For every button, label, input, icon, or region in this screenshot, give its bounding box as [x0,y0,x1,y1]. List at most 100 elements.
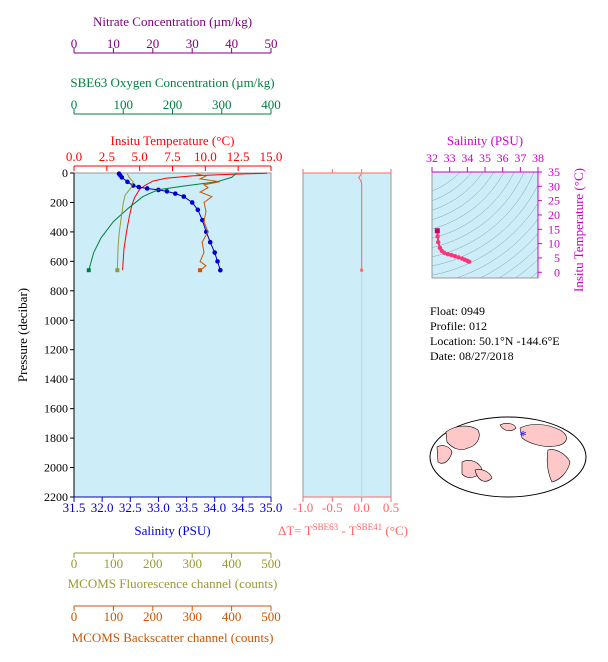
salinity-point [164,189,170,194]
fluorescence-tick-label: 400 [222,556,242,571]
location-value: 50.1°N -144.6°E [478,334,560,348]
salinity-point [215,259,220,264]
pressure-tick-label: 1800 [44,431,68,445]
profile-label: Profile: [430,319,466,333]
ts-salinity-tick-label: 38 [532,151,544,165]
backscatter-tick-label: 500 [261,609,281,624]
temperature-tick-label: 0.0 [66,149,82,164]
map-land [445,425,480,450]
ts-salinity-tick-label: 37 [514,151,526,165]
temperature-tick-label: 10.0 [194,149,217,164]
pressure-tick-label: 0 [62,166,68,180]
ts-temperature-tick-label: 0 [554,265,560,279]
ts-temperature-tick-label: 20 [548,208,560,222]
pressure-tick-label: 1600 [44,402,68,416]
ts-point [452,254,458,259]
nitrate-tick-label: 10 [107,36,120,51]
ts-temperature-tick-label: 10 [548,237,560,251]
main-plot-area [73,172,272,498]
pressure-tick-label: 1200 [44,343,68,357]
float-value: 0949 [461,304,486,318]
salinity-point [189,200,195,205]
float-id-line: Float: 0949 [430,304,485,319]
map-land [436,445,453,464]
delta-t-end-marker [360,268,364,272]
location-line: Location: 50.1°N -144.6°E [430,334,560,349]
ts-temperature-axis-label: Insitu Temperature (°C) [571,168,586,292]
salinity-point [200,217,205,223]
temperature-axis-label: Insitu Temperature (°C) [111,133,235,148]
nitrate-tick-label: 30 [186,36,199,51]
salinity-point [212,250,218,255]
date-label: Date: [430,349,456,363]
ts-salinity-tick-label: 32 [426,151,438,165]
backscatter-tick-label: 300 [182,609,202,624]
oxygen-axis-label: SBE63 Oxygen Concentration (µm/kg) [70,75,274,90]
ts-point [435,239,441,245]
pressure-tick-label: 2200 [44,490,68,504]
delta-t-label-part: ΔT= T [278,523,313,538]
delta-t-line [358,173,363,271]
map-land [474,469,493,482]
pressure-tick-label: 800 [50,284,68,298]
salinity-point [173,191,178,196]
map-land [499,423,517,431]
temperature-tick-label: 2.5 [99,149,115,164]
pressure-axis-label: Pressure (decibar) [15,288,30,382]
delta-t-tick-label: 0.0 [354,500,370,515]
date-line: Date: 08/27/2018 [430,349,514,364]
ts-point [445,252,451,257]
oxygen-tick-label: 300 [212,97,232,112]
delta-t-label-superscript: SBE41 [357,522,383,532]
salinity-tick-label: 32.0 [91,500,114,515]
date-value: 08/27/2018 [459,349,514,363]
ts-salinity-tick-label: 34 [461,151,473,165]
pressure-tick-label: 1400 [44,372,68,386]
ts-temperature-tick-label: 30 [548,179,560,193]
ts-point [449,252,454,258]
delta-t-tick-label: -1.0 [293,500,314,515]
ts-point [442,250,447,255]
pressure-tick-label: 2000 [44,461,68,475]
ts-salinity-tick-label: 33 [444,151,456,165]
map-land [546,449,571,483]
ts-temperature-tick-label: 5 [554,251,560,265]
pressure-tick-label: 400 [50,225,68,239]
fluorescence-tick-label: 0 [71,556,78,571]
profile-line: Profile: 012 [430,319,487,334]
salinity-point [207,239,213,245]
temperature-tick-label: 5.0 [132,149,148,164]
ts-plot-area [431,171,539,279]
ts-temperature-tick-label: 15 [548,222,560,236]
oxygen-tick-label: 100 [114,97,134,112]
float-location-marker: * [520,429,527,444]
nitrate-tick-label: 20 [146,36,159,51]
salinity-point [125,179,130,185]
salinity-tick-label: 32.5 [119,500,142,515]
map-land [519,424,567,447]
backscatter-tick-label: 200 [143,609,163,624]
backscatter-tick-label: 0 [71,609,78,624]
temperature-tick-label: 15.0 [260,149,283,164]
delta-t-label-part: - T [338,523,357,538]
ts-temperature-tick-label: 25 [548,194,560,208]
backscatter-tick-label: 400 [222,609,242,624]
ts-point [456,255,461,260]
profile-value: 012 [469,319,487,333]
salinity-point [195,207,201,213]
ts-temperature-tick-label: 35 [548,165,560,179]
salinity-point [136,184,142,190]
fluorescence-tick-label: 200 [143,556,163,571]
nitrate-tick-label: 40 [225,36,238,51]
pressure-tick-label: 600 [50,254,68,268]
salinity-tick-label: 33.0 [147,500,170,515]
salinity-tick-label: 34.0 [203,500,226,515]
delta-t-plot-area [302,172,392,498]
fluorescence-tick-label: 500 [261,556,281,571]
fluorescence-axis-label: MCOMS Fluorescence channel (counts) [68,576,278,591]
location-map: * [429,416,587,498]
pressure-tick-label: 200 [50,195,68,209]
pressure-tick-label: 1000 [44,313,68,327]
delta-t-tick-label: 0.5 [383,500,399,515]
